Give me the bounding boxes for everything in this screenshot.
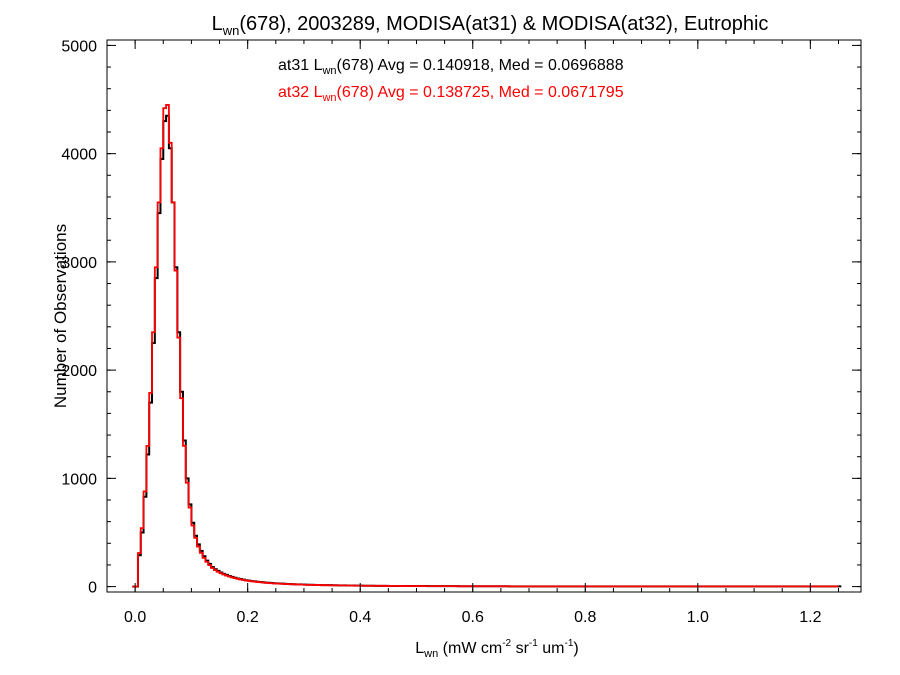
x-axis-label: Lwn (mW cm-2 sr-1 um-1) <box>415 638 578 660</box>
y-tick-label: 5000 <box>61 38 97 55</box>
x-tick-label: 0.6 <box>462 609 484 626</box>
x-tick-label: 0.2 <box>237 609 259 626</box>
tick-labels: 0.0 0.2 0.4 0.6 0.8 1.0 1.2 0 1000 2000 3000 4000 50… <box>61 38 821 626</box>
chart-title: Lwn(678), 2003289, MODISA(at31) & MODISA… <box>212 13 769 38</box>
ticks-layer <box>107 40 861 592</box>
x-tick-label: 0.0 <box>124 609 146 626</box>
x-tick-label: 1.2 <box>799 609 821 626</box>
x-tick-label: 1.0 <box>687 609 709 626</box>
y-tick-label: 1000 <box>61 471 97 488</box>
y-tick-label: 3000 <box>61 255 97 272</box>
series-at32-line <box>132 104 839 588</box>
y-axis-label: Number of Observations <box>51 224 70 408</box>
x-tick-label: 0.8 <box>574 609 596 626</box>
y-tick-label: 2000 <box>61 363 97 380</box>
plot-area: 0.0 0.2 0.4 0.6 0.8 1.0 1.2 0 1000 2000 3000 4000 50… <box>61 38 862 626</box>
y-tick-label: 4000 <box>61 147 97 164</box>
annotation-at32: at32 Lwn(678) Avg = 0.138725, Med = 0.06… <box>278 84 624 104</box>
annotation-at31: at31 Lwn(678) Avg = 0.140918, Med = 0.06… <box>278 57 624 77</box>
y-tick-label: 0 <box>88 580 97 597</box>
series-at31-line <box>132 114 842 588</box>
x-tick-label: 0.4 <box>349 609 371 626</box>
plot-frame <box>106 39 862 593</box>
series-layer <box>132 104 842 588</box>
